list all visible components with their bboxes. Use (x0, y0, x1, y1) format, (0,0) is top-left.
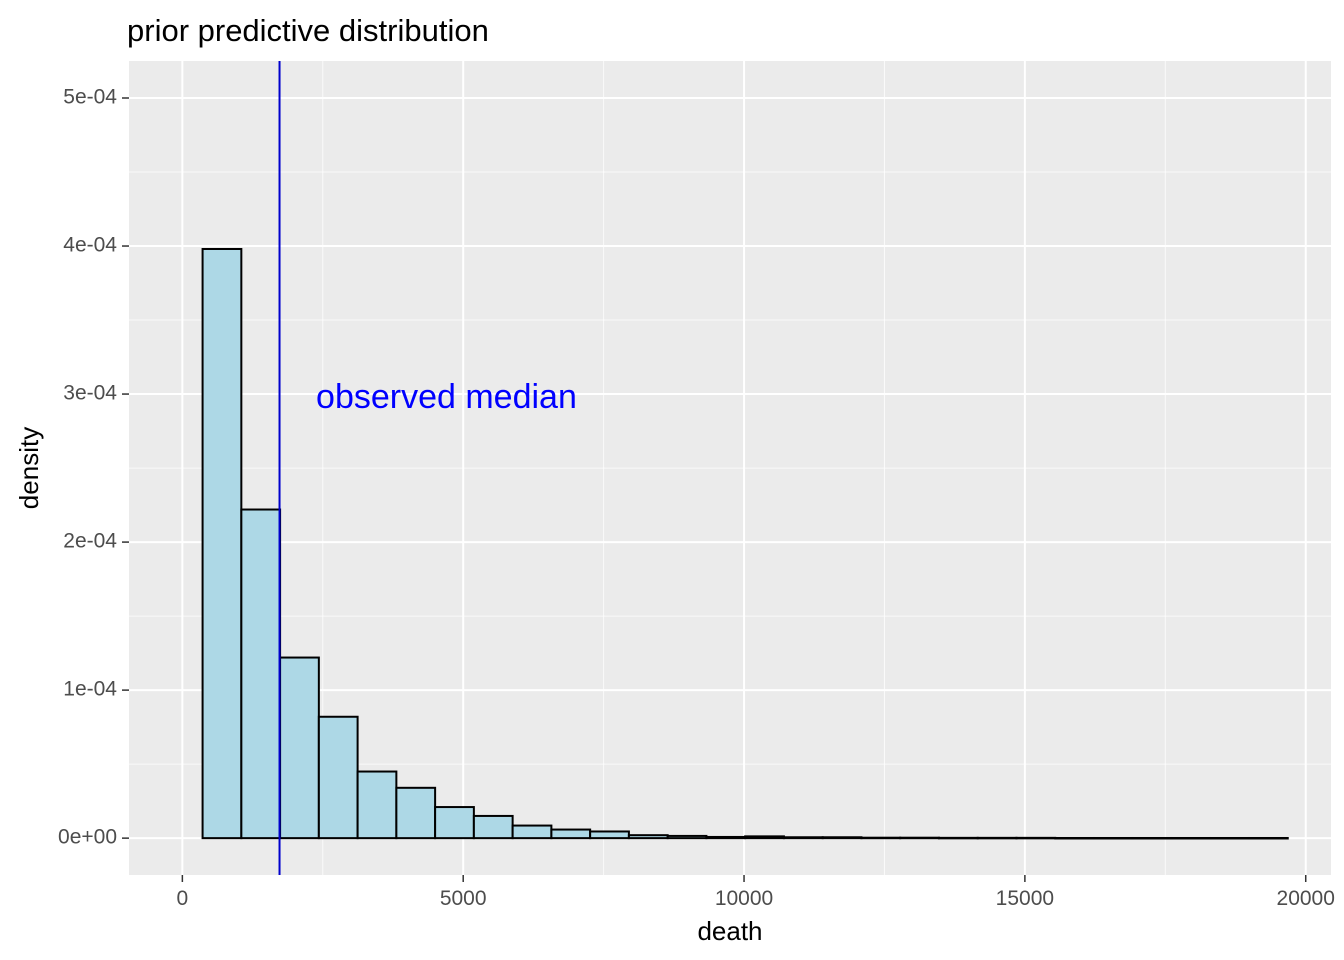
histogram-bar (666, 834, 708, 840)
y-axis-label: density (14, 427, 44, 509)
histogram-bar (1170, 836, 1212, 840)
histogram-bar (511, 824, 553, 840)
x-tick-label: 5000 (440, 887, 487, 910)
x-tick-label: 20000 (1277, 887, 1335, 910)
x-tick-label: 0 (177, 887, 189, 910)
histogram-bar (1131, 836, 1173, 840)
histogram-bar (860, 836, 902, 840)
histogram-bar (1209, 836, 1250, 840)
histogram-bars (201, 247, 1289, 840)
histogram-bar (744, 835, 785, 840)
y-axis: 0e+00 1e-04 2e-04 3e-04 4e-04 5e-04 (58, 86, 129, 849)
grid-minor (129, 61, 1331, 875)
histogram-bar (899, 836, 940, 840)
histogram-bar (240, 508, 282, 840)
histogram-bar (782, 836, 824, 840)
histogram-bar (1247, 836, 1289, 840)
y-tick-label: 0e+00 (58, 826, 117, 849)
histogram-bar (279, 656, 320, 840)
x-axis: 0 5000 10000 15000 20000 (177, 875, 1335, 910)
histogram-bar (821, 836, 863, 840)
histogram-bar (705, 835, 747, 840)
histogram-bar (1015, 836, 1057, 840)
histogram-bar (627, 834, 669, 840)
histogram-bar (1054, 836, 1095, 840)
y-tick-label: 1e-04 (63, 678, 117, 701)
histogram-bar (976, 836, 1018, 840)
histogram-bar (395, 786, 437, 840)
histogram-bar (201, 247, 243, 840)
x-tick-label: 15000 (996, 887, 1054, 910)
histogram-bar (472, 814, 514, 840)
x-axis-label: death (697, 916, 762, 946)
histogram-bar (434, 806, 475, 840)
y-tick-label: 3e-04 (63, 382, 117, 405)
histogram-bar (356, 770, 398, 840)
y-tick-label: 5e-04 (63, 86, 117, 109)
observed-median-label: observed median (316, 378, 577, 416)
histogram-bar (937, 836, 979, 840)
histogram-bar (550, 828, 592, 840)
histogram-bar (317, 715, 359, 840)
chart-title: prior predictive distribution (127, 13, 489, 48)
histogram-bar (1092, 836, 1134, 840)
y-tick-label: 2e-04 (63, 530, 117, 553)
y-tick-label: 4e-04 (63, 234, 117, 257)
x-tick-label: 10000 (715, 887, 773, 910)
histogram-bar (589, 830, 630, 840)
